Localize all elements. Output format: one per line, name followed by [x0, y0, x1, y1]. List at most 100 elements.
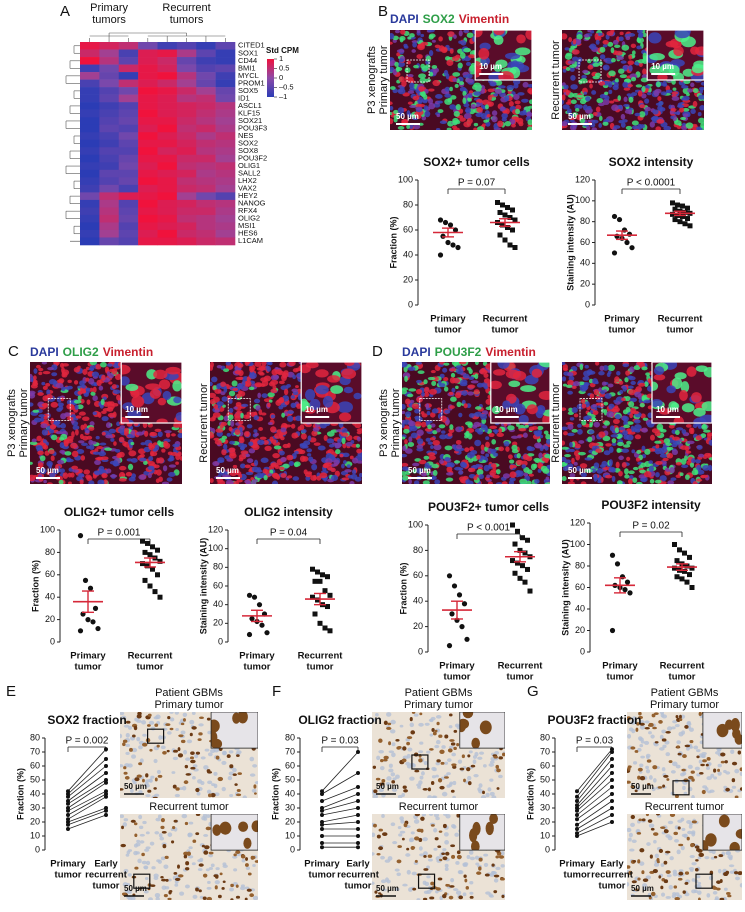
nucleus: [433, 767, 437, 771]
cell: [239, 438, 245, 443]
stained-nucleus: [431, 824, 435, 827]
cell: [645, 372, 650, 375]
stained-nucleus: [482, 791, 485, 795]
cell: [695, 470, 699, 475]
stained-nucleus: [255, 860, 260, 863]
cell: [527, 119, 533, 125]
cell: [247, 458, 254, 463]
cell: [509, 460, 514, 464]
stained-nucleus: [172, 826, 175, 829]
cell: [249, 367, 254, 373]
nucleus: [682, 786, 686, 790]
nucleus: [463, 892, 467, 896]
cell: [572, 49, 580, 54]
cell: [600, 54, 605, 59]
cell: [423, 379, 427, 384]
nucleus: [478, 783, 482, 787]
nucleus: [434, 745, 439, 748]
stained-nucleus: [451, 742, 456, 745]
cell: [618, 471, 623, 477]
stained-nucleus: [423, 898, 427, 901]
cell: [485, 104, 489, 109]
stained-nucleus: [460, 768, 465, 771]
nucleus: [470, 857, 475, 861]
cell: [127, 434, 133, 438]
stained-nucleus: [223, 881, 226, 884]
cell: [632, 50, 636, 55]
cell: [492, 110, 497, 116]
stained-nucleus: [479, 858, 483, 862]
panel-label: C: [8, 343, 19, 360]
cell: [498, 85, 506, 88]
cell: [100, 362, 107, 368]
cell: [709, 440, 715, 446]
cell: [488, 481, 493, 485]
stained-nucleus: [132, 735, 136, 738]
cell: [299, 450, 305, 454]
stained-nucleus: [207, 718, 211, 721]
cell: [401, 436, 405, 439]
cell: [623, 104, 630, 107]
nucleus: [155, 818, 160, 822]
nucleus: [380, 856, 385, 860]
cell: [221, 422, 227, 426]
nucleus: [640, 756, 645, 759]
cell: [417, 43, 424, 48]
cell: [178, 429, 185, 433]
cell: [313, 475, 317, 481]
cell: [28, 374, 33, 378]
cell: [476, 107, 483, 112]
cell: [342, 438, 346, 444]
nucleus: [449, 783, 453, 787]
cell: [128, 464, 133, 470]
cell: [108, 381, 112, 384]
cell: [465, 421, 473, 425]
nucleus: [140, 834, 145, 837]
nucleus: [672, 761, 678, 766]
cell: [339, 412, 351, 421]
cell: [286, 455, 293, 461]
nucleus: [390, 720, 396, 725]
cell: [287, 475, 292, 478]
stained-nucleus: [165, 723, 170, 726]
nucleus: [450, 878, 454, 882]
stained-nucleus: [466, 767, 470, 771]
stained-nucleus: [134, 777, 139, 781]
cell: [244, 480, 250, 484]
nucleus: [145, 877, 149, 880]
cell: [280, 473, 286, 478]
cell: [652, 109, 658, 114]
stained-nucleus: [500, 878, 505, 881]
cell: [49, 379, 57, 384]
cell: [573, 39, 577, 45]
cell: [628, 470, 635, 474]
cell: [153, 370, 167, 380]
cell: [85, 378, 89, 382]
nucleus: [423, 851, 428, 855]
cell: [672, 96, 680, 101]
cell: [248, 441, 253, 446]
stained-nucleus: [410, 730, 415, 734]
cell: [281, 413, 285, 418]
cell: [649, 466, 654, 472]
cell: [458, 470, 463, 474]
cell: [115, 374, 121, 380]
nucleus: [407, 870, 411, 875]
nucleus: [390, 729, 396, 733]
cell: [450, 49, 454, 54]
cell: [66, 459, 74, 463]
cell: [104, 448, 112, 451]
stained-nucleus: [233, 853, 236, 856]
cell: [335, 449, 340, 454]
nucleus: [456, 891, 461, 895]
cell: [115, 449, 120, 453]
cell: [211, 376, 217, 382]
cell: [292, 375, 296, 379]
cell: [341, 433, 349, 437]
cell: [470, 450, 477, 455]
nucleus: [454, 833, 459, 837]
cell: [458, 63, 463, 69]
cell: [682, 403, 695, 412]
cell: [388, 42, 393, 45]
cell: [570, 417, 575, 420]
